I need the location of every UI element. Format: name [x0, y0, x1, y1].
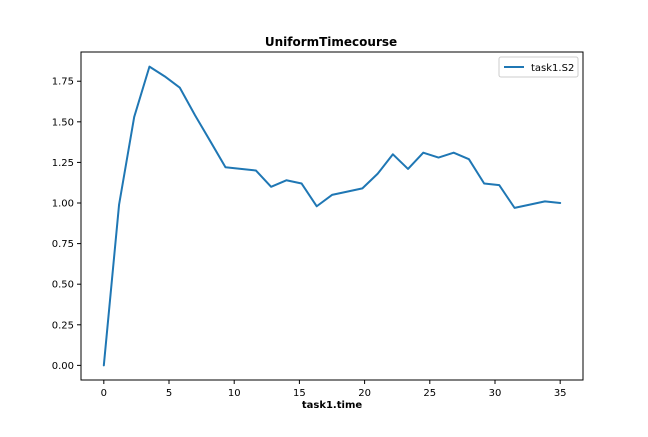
legend: task1.S2 — [498, 56, 579, 78]
x-tick-label: 15 — [293, 388, 306, 399]
y-tick-label: 1.50 — [52, 117, 74, 128]
series-layer — [102, 65, 562, 367]
y-tick-label: 0.00 — [52, 361, 74, 372]
y-tick-label: 0.25 — [52, 320, 74, 331]
y-tick-label: 0.75 — [52, 239, 74, 250]
y-tick-label: 1.25 — [52, 158, 74, 169]
plot-frame — [80, 51, 584, 381]
y-tick-label: 1.00 — [52, 199, 74, 210]
x-tick-label: 25 — [423, 388, 436, 399]
x-axis-title: task1.time — [302, 400, 363, 411]
chart-title: UniformTimecourse — [265, 35, 397, 49]
x-tick-label: 10 — [228, 388, 241, 399]
x-tick-label: 30 — [489, 388, 502, 399]
y-tick-label: 0.50 — [52, 280, 74, 291]
x-axis: 0 5 10 15 20 25 30 35 — [101, 380, 567, 399]
x-tick-label: 0 — [101, 388, 107, 399]
y-axis: 0.00 0.25 0.50 0.75 1.00 1.25 1.50 1.75 — [52, 77, 81, 372]
x-tick-label: 35 — [554, 388, 567, 399]
legend-box — [498, 56, 579, 78]
x-tick-label: 20 — [358, 388, 371, 399]
series-line — [102, 65, 562, 367]
x-tick-label: 5 — [166, 388, 172, 399]
y-tick-label: 1.75 — [52, 77, 74, 88]
legend-label: task1.S2 — [531, 63, 574, 74]
